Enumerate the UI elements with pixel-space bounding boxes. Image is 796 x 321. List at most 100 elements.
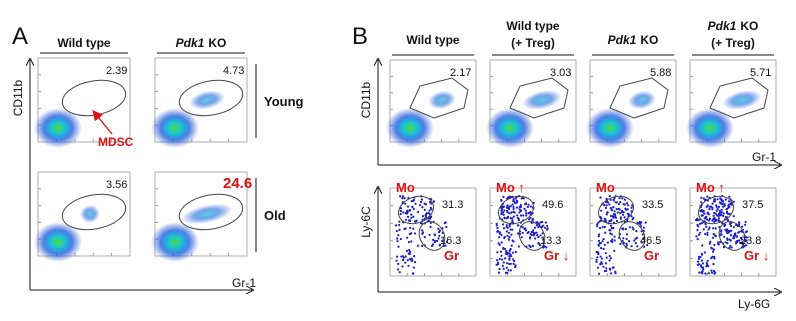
event-dot xyxy=(514,197,517,200)
event-dot xyxy=(744,220,747,224)
event-dot xyxy=(738,239,741,242)
event-dot xyxy=(732,215,735,218)
event-dot xyxy=(412,266,415,269)
event-dot xyxy=(606,241,610,244)
event-dot xyxy=(407,252,410,255)
event-dot xyxy=(707,213,711,216)
event-dot xyxy=(407,219,410,222)
population-label: Mo ↑ xyxy=(496,180,525,195)
gate-percent: 5.71 xyxy=(750,67,771,79)
event-dot xyxy=(700,271,703,274)
event-dot xyxy=(711,271,714,274)
event-dot xyxy=(624,227,628,231)
event-dot xyxy=(420,198,423,201)
event-dot xyxy=(507,231,511,234)
event-dot xyxy=(441,239,444,242)
event-dot xyxy=(509,247,512,251)
event-dot xyxy=(502,223,505,226)
event-dot xyxy=(399,237,402,241)
event-dot xyxy=(610,209,613,212)
event-dot xyxy=(397,245,400,248)
event-dot xyxy=(605,256,608,259)
event-dot xyxy=(509,253,512,256)
gate-percent: 31.3 xyxy=(442,199,463,211)
event-dot xyxy=(514,264,517,267)
event-dot xyxy=(612,266,615,269)
gate xyxy=(178,193,244,231)
event-dot xyxy=(597,243,600,246)
event-dot xyxy=(506,206,509,210)
population-label: Gr ↓ xyxy=(544,248,569,263)
event-dot xyxy=(427,212,430,215)
event-dot xyxy=(499,250,502,253)
event-dot xyxy=(414,220,417,223)
event-dot xyxy=(714,271,717,274)
event-dot xyxy=(625,233,629,236)
event-dot xyxy=(509,195,512,198)
gate xyxy=(598,195,634,225)
event-dot xyxy=(445,225,448,229)
plot-frame xyxy=(589,187,677,277)
event-dot xyxy=(636,221,639,224)
event-dot xyxy=(417,244,420,247)
event-dot xyxy=(502,213,505,216)
event-dot xyxy=(524,202,528,205)
event-dot xyxy=(700,252,704,255)
event-dot xyxy=(498,243,501,246)
event-dot xyxy=(521,197,524,200)
event-dot xyxy=(437,237,440,240)
event-dot xyxy=(496,251,499,254)
event-dot xyxy=(412,207,415,210)
event-dot xyxy=(527,203,530,206)
event-dot xyxy=(511,203,514,206)
event-dot xyxy=(717,217,721,220)
event-dot xyxy=(406,211,409,214)
event-dot xyxy=(642,226,646,229)
event-dot xyxy=(608,254,611,258)
gate xyxy=(61,193,127,231)
event-dot xyxy=(399,207,403,210)
gene-name: Pdk1 xyxy=(708,19,737,33)
event-dot xyxy=(622,241,625,245)
event-dot xyxy=(613,235,616,238)
event-dot xyxy=(398,220,401,223)
event-dot xyxy=(738,222,741,226)
event-dot xyxy=(744,223,747,226)
event-dot xyxy=(437,227,440,230)
event-dot xyxy=(502,195,505,198)
event-dot xyxy=(705,225,708,228)
event-dot xyxy=(421,215,424,218)
event-dot xyxy=(699,231,702,234)
event-dot xyxy=(601,240,604,243)
gate-percent: 2.39 xyxy=(106,65,127,77)
axis-label: Gr-1 xyxy=(752,150,776,164)
density xyxy=(428,90,456,110)
header-text: Wild type xyxy=(506,19,560,33)
event-dot xyxy=(542,224,545,227)
population-label: Mo xyxy=(396,180,415,195)
event-dot xyxy=(609,257,613,260)
event-dot xyxy=(624,208,628,211)
event-dot xyxy=(612,206,615,209)
event-dot xyxy=(741,241,744,244)
event-dot xyxy=(398,271,401,274)
event-dot xyxy=(736,239,739,242)
event-dot xyxy=(522,214,525,217)
density xyxy=(628,90,656,110)
event-dot xyxy=(545,246,548,249)
event-dot xyxy=(712,227,715,230)
gate xyxy=(498,195,534,225)
event-dot xyxy=(697,255,701,258)
event-dot xyxy=(403,197,406,200)
column-header: Pdk1 KO xyxy=(608,33,659,47)
density xyxy=(181,203,233,225)
event-dot xyxy=(433,233,436,236)
event-dot xyxy=(432,200,435,203)
event-dot xyxy=(543,226,547,229)
event-dot xyxy=(721,199,724,202)
event-dot xyxy=(517,219,520,222)
event-dot xyxy=(421,244,424,248)
event-dot xyxy=(728,195,731,198)
event-dot xyxy=(600,257,604,260)
